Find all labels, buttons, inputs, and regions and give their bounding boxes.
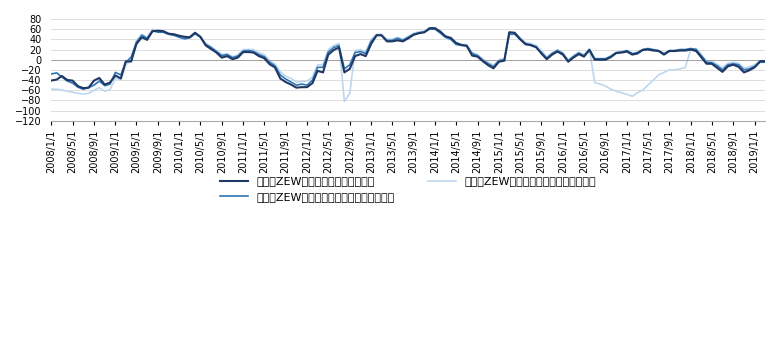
Line: ドイツZEW景況感指数（自動車セクター）: ドイツZEW景況感指数（自動車セクター） xyxy=(51,29,765,89)
Line: ドイツZEW景況感指数（期待指数）: ドイツZEW景況感指数（期待指数） xyxy=(51,28,765,88)
Line: ドイツZEW景況感指数（銀行セクター）: ドイツZEW景況感指数（銀行セクター） xyxy=(51,28,765,102)
Legend: ドイツZEW景況感指数（期待指数）, ドイツZEW景況感指数（自動車セクター）, ドイツZEW景況感指数（銀行セクター）: ドイツZEW景況感指数（期待指数）, ドイツZEW景況感指数（自動車セクター）,… xyxy=(215,172,601,207)
